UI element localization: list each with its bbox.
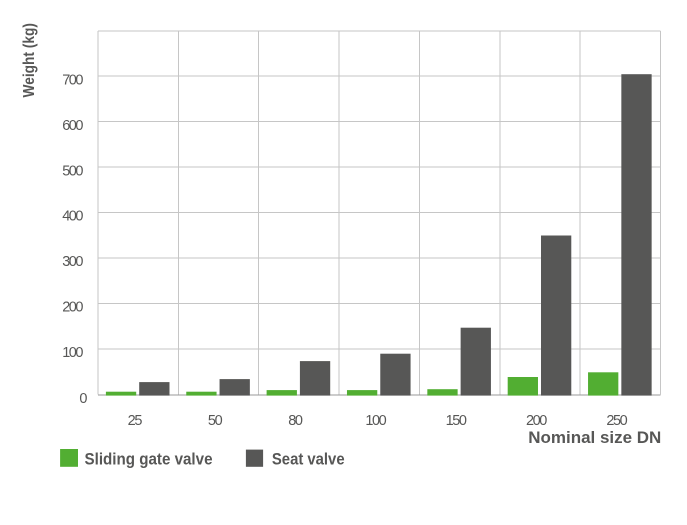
svg-text:Weight (kg): Weight (kg) <box>21 23 38 98</box>
svg-text:700: 700 <box>62 72 83 88</box>
svg-text:80: 80 <box>288 413 303 429</box>
svg-text:500: 500 <box>62 163 83 179</box>
svg-text:Sliding gate valve: Sliding gate valve <box>85 449 213 468</box>
svg-text:600: 600 <box>62 118 83 134</box>
svg-text:150: 150 <box>446 413 467 429</box>
svg-text:200: 200 <box>526 413 547 429</box>
svg-text:100: 100 <box>365 413 386 429</box>
svg-text:400: 400 <box>62 209 83 225</box>
svg-text:100: 100 <box>62 345 83 361</box>
svg-text:50: 50 <box>208 413 223 429</box>
svg-text:Seat valve: Seat valve <box>272 449 345 468</box>
svg-text:Nominal size DN: Nominal size DN <box>528 428 661 447</box>
svg-text:25: 25 <box>128 413 143 429</box>
svg-text:250: 250 <box>606 413 627 429</box>
svg-text:0: 0 <box>79 391 87 407</box>
svg-text:300: 300 <box>62 254 83 270</box>
svg-text:200: 200 <box>62 300 83 316</box>
